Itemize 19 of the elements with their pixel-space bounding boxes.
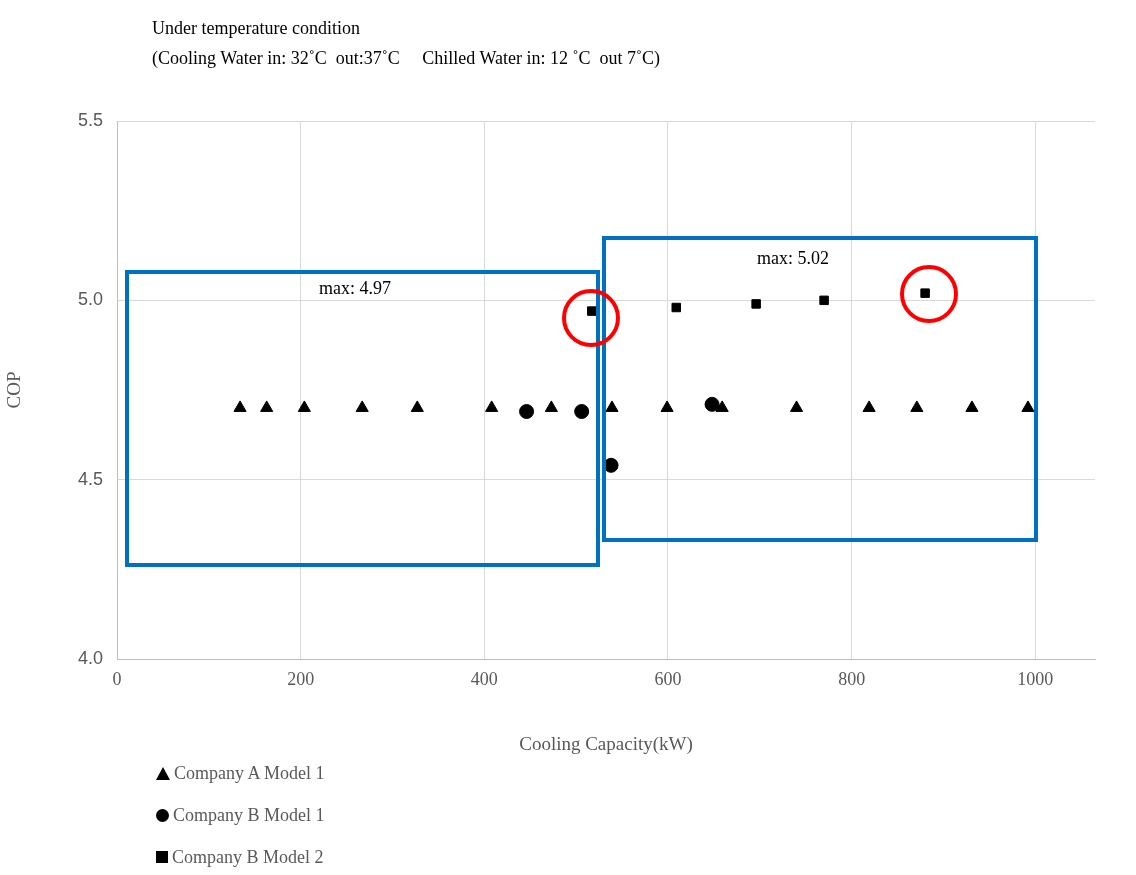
- legend-label: Company A Model 1: [174, 762, 325, 784]
- x-tick-label: 1000: [1017, 668, 1054, 689]
- y-tick-label: 5.0: [77, 289, 103, 310]
- y-tick-label: 4.5: [77, 468, 103, 489]
- x-tick-label: 600: [654, 668, 682, 689]
- x-tick-label: 800: [838, 668, 866, 689]
- y-tick-label: 5.5: [77, 109, 103, 130]
- x-tick-label: 0: [112, 668, 122, 689]
- x-tick-label: 200: [287, 668, 315, 689]
- annotation: max: 4.97: [319, 278, 391, 299]
- x-axis-title: Cooling Capacity(kW): [519, 732, 693, 755]
- annotation: max: 5.02: [757, 248, 829, 269]
- chart-title: Under temperature condition: [152, 18, 360, 39]
- legend-label: Company B Model 1: [173, 804, 325, 826]
- y-tick-label: 4.0: [77, 647, 103, 668]
- legend-label: Company B Model 2: [172, 846, 324, 868]
- y-axis-title: COP: [3, 371, 25, 409]
- x-tick-label: 400: [470, 668, 498, 689]
- chart-subtitle: (Cooling Water in: 32˚C out:37˚C Chilled Water in: 12 ˚C out 7˚C): [152, 48, 660, 69]
